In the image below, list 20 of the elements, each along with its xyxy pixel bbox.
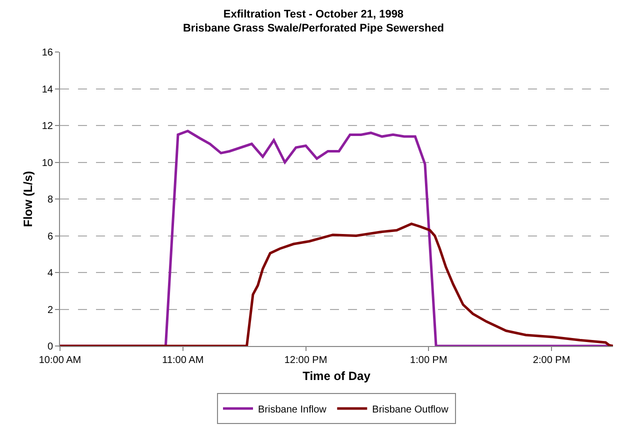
x-tick-label: 11:00 AM (162, 355, 204, 366)
y-tick-label: 12 (42, 121, 54, 132)
y-tick-label: 6 (47, 231, 54, 242)
x-tick-label: 10:00 AM (38, 355, 82, 366)
chart-title: Exfiltration Test - October 21, 1998 (223, 8, 404, 20)
y-tick-label: 4 (47, 268, 54, 279)
x-axis-title: Time of Day (302, 368, 371, 383)
legend-label: Brisbane Inflow (258, 404, 328, 416)
y-tick-label: 16 (42, 48, 54, 58)
y-tick-label: 0 (47, 342, 54, 352)
x-tick-label: 12:00 PM (284, 355, 328, 366)
x-tick-label: 1:00 PM (410, 355, 448, 366)
y-tick-label: 8 (47, 194, 54, 206)
legend-label: Brisbane Outflow (372, 404, 450, 416)
chart-subtitle: Brisbane Grass Swale/Perforated Pipe Sewershed (182, 22, 444, 35)
y-tick-label: 14 (42, 84, 54, 96)
y-axis-title: Flow (L/s) (21, 171, 36, 227)
x-tick-label: 2:00 PM (532, 355, 570, 366)
y-tick-label: 2 (47, 304, 54, 316)
y-tick-label: 10 (42, 158, 54, 169)
